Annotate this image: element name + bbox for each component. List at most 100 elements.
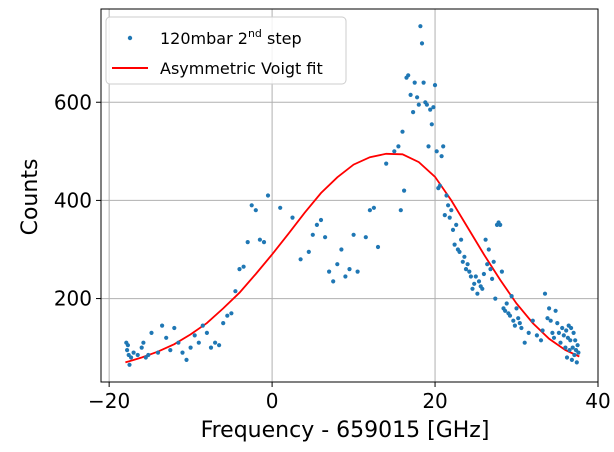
scatter-point: [516, 316, 521, 321]
scatter-point: [131, 350, 136, 355]
scatter-point: [572, 352, 577, 358]
scatter-point: [367, 208, 372, 213]
scatter-point: [564, 355, 570, 360]
scatter-point: [509, 294, 514, 299]
scatter-point: [567, 348, 572, 353]
scatter-point: [125, 343, 130, 348]
scatter-point: [514, 306, 519, 311]
scatter-point: [416, 102, 421, 107]
y-tick-label: 200: [54, 287, 92, 311]
scatter-point: [318, 217, 324, 223]
scatter-point: [261, 240, 267, 245]
scatter-point: [475, 291, 480, 296]
legend-scatter-name-sup: nd: [248, 27, 262, 40]
scatter-point: [548, 318, 553, 323]
scatter-point: [371, 205, 376, 210]
scatter-point: [406, 73, 411, 78]
scatter-point: [419, 41, 425, 46]
scatter-point: [306, 249, 311, 254]
scatter-point: [233, 289, 238, 294]
scatter-point: [467, 269, 472, 274]
scatter-point: [229, 311, 234, 316]
scatter-point: [208, 345, 214, 350]
scatter-point: [323, 235, 328, 240]
x-axis-label: Frequency - 659015 [GHz]: [201, 418, 490, 443]
scatter-point: [534, 333, 540, 338]
x-tick-label: 20: [422, 389, 447, 413]
scatter-point: [168, 348, 173, 353]
scatter-point: [560, 325, 565, 331]
scatter-point: [149, 330, 154, 335]
scatter-point: [558, 340, 563, 345]
scatter-point: [462, 254, 467, 259]
legend-entry-fit: Asymmetric Voigt fit: [160, 59, 323, 78]
scatter-point: [434, 149, 439, 154]
scatter-point: [481, 271, 486, 277]
scatter-point: [129, 355, 134, 360]
scatter-point: [561, 333, 566, 338]
scatter-point: [402, 188, 407, 193]
scatter-point: [547, 306, 552, 311]
scatter-point: [511, 318, 516, 323]
scatter-point: [278, 205, 283, 210]
scatter-point: [314, 222, 319, 227]
x-tick-label: 0: [266, 389, 279, 413]
scatter-point: [485, 262, 490, 267]
scatter-point: [570, 345, 575, 350]
scatter-point: [473, 274, 478, 279]
scatter-point: [504, 301, 509, 306]
scatter-point: [450, 227, 456, 232]
scatter-point: [444, 193, 449, 198]
scatter-point: [290, 215, 295, 220]
scatter-point: [470, 286, 475, 291]
scatter-point: [139, 345, 144, 350]
scatter-point: [339, 247, 344, 252]
scatter-point: [441, 144, 446, 149]
scatter-point: [249, 203, 254, 208]
scatter-series: [124, 24, 581, 367]
scatter-point: [530, 318, 535, 323]
scatter-point: [498, 222, 503, 227]
scatter-point: [400, 129, 405, 134]
scatter-point: [569, 325, 574, 331]
scatter-point: [257, 237, 262, 242]
scatter-point: [437, 183, 442, 188]
scatter-point: [398, 208, 403, 213]
scatter-point: [160, 323, 165, 328]
scatter-point: [459, 237, 464, 242]
scatter-point: [188, 345, 193, 350]
scatter-point: [575, 343, 580, 348]
scatter-point: [507, 313, 513, 318]
scatter-point: [519, 325, 524, 331]
scatter-point: [442, 213, 447, 218]
scatter-point: [192, 333, 197, 338]
scatter-point: [517, 321, 522, 326]
scatter-point: [512, 323, 518, 328]
scatter-point: [135, 352, 140, 358]
y-tick-label: 600: [54, 90, 92, 114]
scatter-point: [449, 208, 454, 213]
scatter-point: [375, 244, 381, 250]
scatter-point: [221, 321, 226, 326]
scatter-point: [446, 203, 451, 208]
legend-scatter-name-tail: step: [262, 29, 302, 48]
scatter-point: [465, 262, 470, 267]
scatter-point: [253, 208, 258, 213]
scatter-point: [483, 237, 488, 242]
x-axis-ticks: −20 0 20 40: [88, 382, 611, 413]
scatter-point: [351, 232, 356, 237]
scatter-point: [396, 144, 401, 149]
scatter-point: [237, 267, 242, 272]
scatter-point: [545, 316, 550, 321]
scatter-point: [569, 357, 575, 362]
scatter-point: [392, 149, 397, 154]
scatter-point: [196, 340, 201, 345]
plot-frame: [100, 8, 599, 383]
x-tick-label: −20: [88, 389, 130, 413]
scatter-point: [180, 350, 185, 355]
scatter-point: [457, 249, 462, 254]
scatter-point: [204, 330, 209, 335]
scatter-point: [164, 335, 169, 340]
scatter-point: [384, 161, 389, 166]
